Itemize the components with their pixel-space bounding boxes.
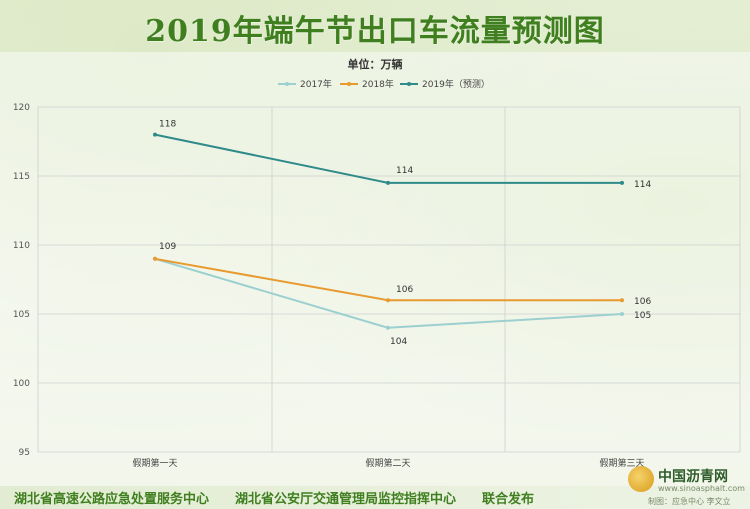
logo-name: 中国沥青网 bbox=[658, 469, 728, 485]
data-point bbox=[620, 180, 624, 185]
data-point bbox=[386, 325, 390, 330]
data-label: 114 bbox=[634, 180, 651, 190]
data-label: 105 bbox=[634, 311, 651, 321]
y-tick-label: 95 bbox=[19, 448, 30, 458]
y-tick-label: 100 bbox=[13, 379, 30, 389]
legend-label: 2017年 bbox=[300, 78, 332, 90]
site-logo: 中国沥青网 www.sinoasphalt.com 制图：应急中心 李文立 bbox=[628, 462, 748, 507]
data-label: 118 bbox=[159, 120, 176, 130]
data-point bbox=[620, 298, 624, 303]
data-label: 106 bbox=[396, 285, 413, 295]
x-tick-label: 假期第一天 bbox=[132, 457, 177, 469]
legend-marker bbox=[347, 82, 351, 86]
line-chart: 单位：万辆 2017年 2018年 2019年（预测） 95 100 105 110 115 12… bbox=[13, 57, 741, 469]
chart-panel: 单位：万辆 2017年 2018年 2019年（预测） 95 100 105 110 115 12… bbox=[0, 52, 750, 486]
data-label: 114 bbox=[396, 166, 413, 176]
y-tick-label: 105 bbox=[13, 310, 30, 320]
data-point bbox=[153, 256, 157, 261]
data-point bbox=[153, 132, 157, 137]
footer-bar: 湖北省高速公路应急处置服务中心 湖北省公安厅交通管理局监控指挥中心 联合发布 bbox=[0, 486, 750, 509]
logo-mark-icon bbox=[628, 466, 654, 492]
y-tick-label: 110 bbox=[13, 241, 30, 251]
x-tick-label: 假期第二天 bbox=[365, 457, 410, 469]
series-line bbox=[154, 257, 623, 329]
chart-credit: 制图：应急中心 李文立 bbox=[648, 497, 731, 506]
x-tick-label: 假期第三天 bbox=[599, 457, 644, 469]
data-point bbox=[386, 180, 390, 185]
unit-label: 单位：万辆 bbox=[348, 57, 403, 71]
legend-label: 2019年（预测） bbox=[422, 78, 490, 90]
data-point bbox=[620, 312, 624, 316]
legend-marker bbox=[285, 82, 289, 86]
legend-marker bbox=[407, 82, 411, 86]
footer-publishers: 湖北省高速公路应急处置服务中心 湖北省公安厅交通管理局监控指挥中心 联合发布 bbox=[14, 492, 535, 507]
data-point bbox=[386, 298, 390, 303]
y-tick-label: 115 bbox=[13, 172, 30, 182]
legend-label: 2018年 bbox=[362, 78, 394, 90]
page-title: 2019年端午节出口车流量预测图 bbox=[145, 14, 605, 49]
data-label: 104 bbox=[390, 337, 407, 347]
y-tick-label: 120 bbox=[13, 103, 30, 113]
data-label: 106 bbox=[634, 297, 651, 307]
data-label: 109 bbox=[159, 242, 176, 252]
logo-url: www.sinoasphalt.com bbox=[658, 484, 745, 493]
